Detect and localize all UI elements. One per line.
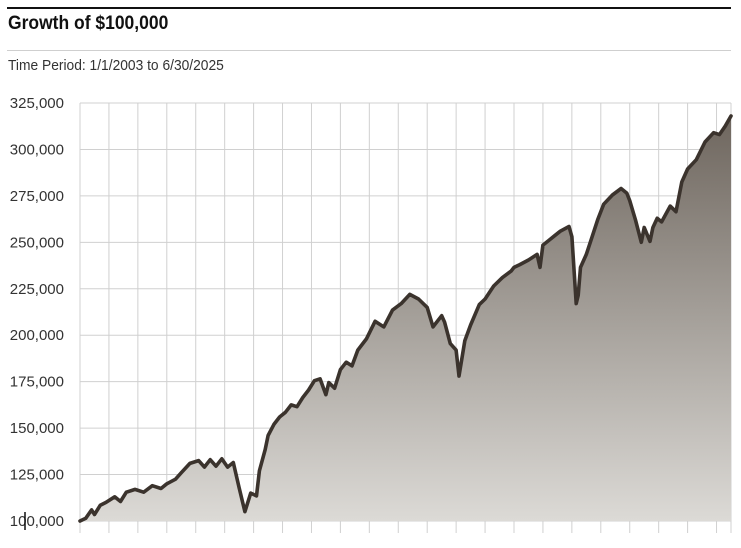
y-axis-labels: 100,000 125,000 150,000 175,000 200,000 225,0…: [10, 95, 64, 530]
y-tick-label: 150,000: [10, 420, 64, 437]
title-divider: [7, 50, 731, 51]
y-tick-label: 175,000: [10, 374, 64, 391]
y-tick-label: 325,000: [10, 95, 64, 112]
y-tick-label: 250,000: [10, 234, 64, 251]
y-tick-label: 225,000: [10, 281, 64, 298]
y-tick-label: 100,000: [10, 513, 64, 530]
growth-line: [78, 114, 733, 523]
chart-title: Growth of $100,000: [8, 13, 169, 34]
y-tick-label: 200,000: [10, 327, 64, 344]
growth-area: [80, 116, 731, 521]
y-tick-label: 125,000: [10, 467, 64, 484]
time-period-subtitle: Time Period: 1/1/2003 to 6/30/2025: [8, 57, 224, 74]
y-tick-label: 275,000: [10, 188, 64, 205]
top-rule: [7, 7, 731, 9]
y-tick-label: 300,000: [10, 141, 64, 158]
